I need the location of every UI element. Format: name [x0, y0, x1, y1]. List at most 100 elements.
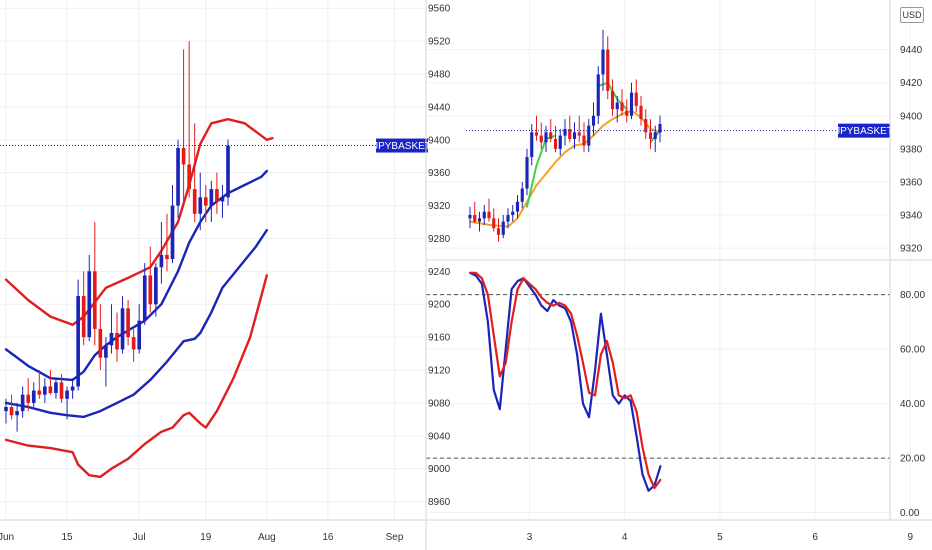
envelope-band-line	[4, 229, 268, 419]
left-candle	[148, 275, 153, 305]
right-candle	[653, 132, 657, 139]
left-candle	[192, 189, 197, 214]
left-candle	[70, 386, 75, 391]
right-candle	[511, 211, 515, 215]
right-candle	[625, 110, 629, 116]
left-y-tick-label: 9080	[428, 398, 451, 409]
left-candle	[92, 271, 97, 329]
stoch-y-tick-label: 20.00	[900, 454, 925, 465]
right-candle	[639, 105, 643, 120]
envelope-band-line	[4, 274, 268, 479]
left-candle	[104, 345, 108, 358]
left-candle	[215, 189, 219, 202]
left-candle	[54, 382, 58, 394]
right-candle	[530, 132, 534, 158]
left-y-tick-label: 9000	[428, 464, 451, 475]
left-y-tick-label: 8960	[428, 497, 451, 508]
right-candle	[577, 132, 581, 136]
right-candle	[648, 132, 653, 139]
right-price-pane[interactable]: JPYBASKET	[466, 29, 893, 242]
left-candle	[4, 407, 8, 412]
right-candle	[563, 129, 567, 136]
right-candle	[544, 132, 548, 143]
stoch-y-tick-label: 0.00	[900, 508, 920, 519]
left-y-tick-label: 9320	[428, 201, 451, 212]
left-candle	[109, 333, 114, 346]
right-candle	[534, 132, 539, 136]
left-candle	[203, 197, 208, 206]
right-candle	[482, 211, 486, 219]
right-x-tick-label: 4	[622, 532, 628, 543]
left-candle	[154, 267, 158, 305]
right-y-tick-label: 9400	[900, 111, 923, 122]
left-candle	[126, 308, 130, 338]
left-x-tick-label: Jul	[133, 532, 146, 543]
currency-badge[interactable]: USD	[900, 7, 924, 23]
left-y-tick-label: 9200	[428, 300, 451, 311]
left-y-tick-label: 9160	[428, 333, 451, 344]
left-y-tick-label: 9560	[428, 4, 451, 15]
right-candle	[610, 90, 615, 110]
left-y-tick-label: 9040	[428, 431, 451, 442]
left-y-tick-label: 9240	[428, 267, 451, 278]
left-candle	[81, 296, 86, 338]
right-candle	[596, 74, 600, 116]
stochastic-line	[468, 271, 662, 492]
left-candle	[48, 386, 53, 394]
left-candle	[165, 254, 169, 259]
left-x-tick-label: Aug	[258, 532, 276, 543]
right-candle	[634, 92, 638, 106]
left-candle	[87, 271, 92, 338]
right-candle	[515, 201, 520, 212]
left-symbol-tag-bg	[376, 138, 428, 153]
right-candle	[553, 138, 558, 149]
left-x-tick-label: 19	[200, 532, 212, 543]
left-candle	[187, 164, 191, 190]
left-candle	[26, 394, 31, 403]
right-candle	[615, 102, 619, 110]
left-candle	[142, 275, 147, 321]
right-symbol-tag: JPYBASKET	[835, 126, 893, 137]
right-candle	[620, 102, 624, 111]
left-y-tick-label: 9400	[428, 135, 451, 146]
left-y-tick-label: 9360	[428, 168, 451, 179]
left-candle	[31, 390, 36, 403]
left-candle	[226, 145, 230, 198]
left-candle	[137, 320, 142, 350]
right-y-tick-label: 9420	[900, 78, 923, 89]
right-candle	[601, 49, 605, 75]
right-candle	[539, 135, 543, 143]
stochastic-pane[interactable]	[426, 271, 890, 492]
right-candle	[506, 215, 510, 222]
stoch-y-tick-label: 40.00	[900, 399, 925, 410]
left-candle	[59, 382, 64, 399]
left-candle	[159, 254, 164, 268]
right-x-tick-label: 6	[812, 532, 818, 543]
left-x-tick-label: 16	[322, 532, 334, 543]
left-candle	[170, 205, 175, 259]
right-x-tick-label: 9	[908, 532, 914, 543]
left-y-tick-label: 9280	[428, 234, 451, 245]
left-x-tick-label: Jun	[0, 532, 14, 543]
left-price-pane[interactable]: JPYBASKET	[0, 41, 431, 479]
right-candle	[468, 215, 472, 219]
right-candle	[477, 218, 482, 222]
right-y-tick-label: 9320	[900, 244, 923, 255]
left-candle	[43, 386, 47, 395]
left-y-tick-label: 9120	[428, 366, 451, 377]
left-candle	[131, 337, 136, 350]
left-candle	[65, 390, 69, 399]
right-candle	[549, 132, 553, 139]
right-candle	[629, 92, 634, 116]
right-candle	[492, 218, 496, 229]
left-candle	[181, 148, 186, 165]
left-candle	[76, 296, 80, 387]
left-x-tick-label: 15	[61, 532, 73, 543]
right-y-tick-label: 9340	[900, 211, 923, 222]
right-candle	[496, 228, 501, 235]
right-candle	[572, 132, 577, 139]
stochastic-line	[468, 271, 662, 490]
